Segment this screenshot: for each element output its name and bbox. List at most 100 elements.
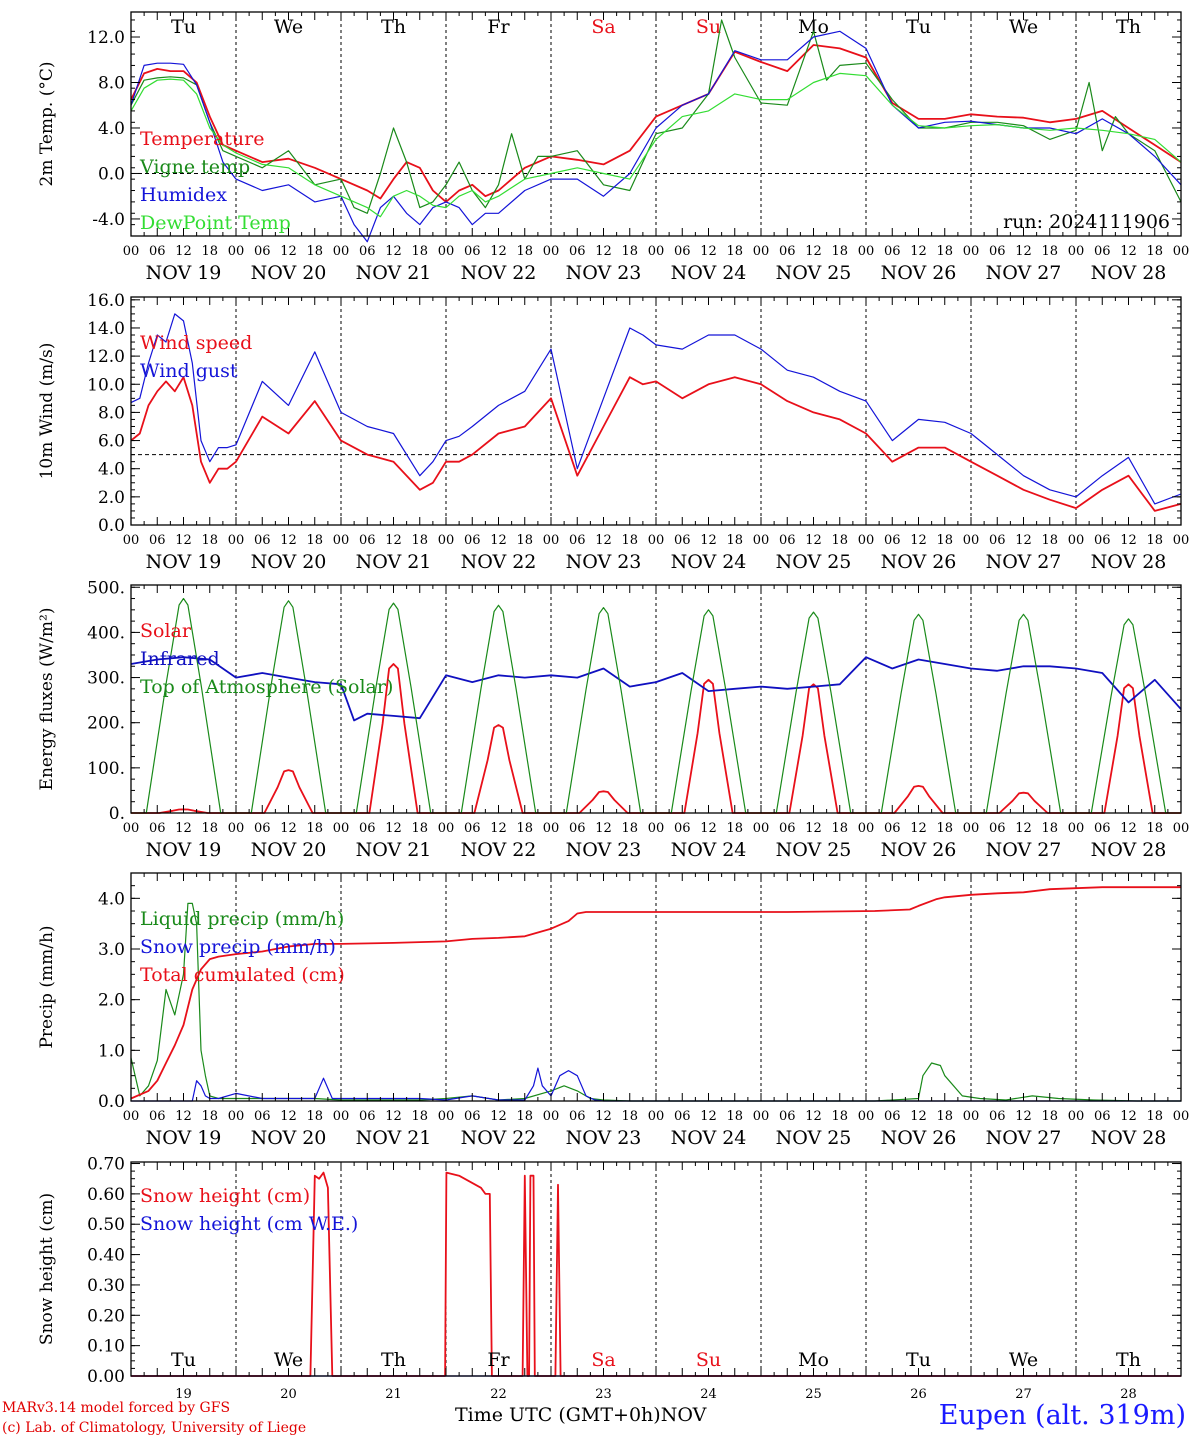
x-hour-label: 12 [1015, 533, 1032, 548]
x-hour-label: 06 [884, 244, 901, 259]
x-date-label: NOV 19 [146, 839, 222, 861]
x-hour-label: 06 [884, 533, 901, 548]
series-line-temp-2 [130, 30, 1182, 243]
y-tick-label: 0.70 [87, 1155, 125, 1175]
x-date-label: NOV 21 [356, 551, 432, 573]
x-date-label: NOV 25 [776, 839, 852, 861]
x-hour-label: 06 [779, 244, 796, 259]
x-hour-label: 06 [674, 533, 691, 548]
x-hour-label: 12 [700, 1109, 717, 1124]
x-hour-label: 12 [700, 821, 717, 836]
x-hour-label: 18 [516, 1109, 533, 1124]
day-number: 28 [1120, 1387, 1137, 1402]
x-hour-label: 00 [1068, 244, 1085, 259]
x-hour-label: 06 [254, 533, 271, 548]
x-hour-label: 18 [1146, 821, 1163, 836]
x-hour-label: 06 [779, 1109, 796, 1124]
x-hour-label: 18 [1041, 1109, 1058, 1124]
x-hour-label: 18 [831, 533, 848, 548]
series-line-precip-2 [130, 886, 1181, 1100]
x-hour-label: 12 [595, 821, 612, 836]
x-hour-label: 12 [1015, 1109, 1032, 1124]
x-hour-label: 12 [1120, 244, 1137, 259]
series-line-wind-1 [130, 313, 1182, 505]
x-hour-label: 18 [306, 1109, 323, 1124]
x-hour-label: 18 [1041, 244, 1058, 259]
x-date-label: NOV 27 [986, 839, 1062, 861]
x-hour-label: 12 [280, 533, 297, 548]
day-label: Su [696, 16, 721, 38]
y-axis-title: Energy fluxes (W/m²) [37, 608, 57, 791]
x-hour-label: 06 [149, 1109, 166, 1124]
x-hour-label: 06 [1094, 533, 1111, 548]
series-line-temp-3 [130, 72, 1182, 218]
x-hour-label: 00 [858, 821, 875, 836]
x-hour-label: 06 [254, 1109, 271, 1124]
x-date-label: NOV 20 [251, 839, 327, 861]
x-hour-label: 12 [595, 533, 612, 548]
x-hour-label: 18 [306, 533, 323, 548]
x-date-label: NOV 20 [251, 551, 327, 573]
x-hour-label: 00 [1068, 533, 1085, 548]
day-label: Tu [171, 16, 196, 38]
x-hour-label: 00 [963, 244, 980, 259]
legend-entry: Snow height (cm W.E.) [140, 1213, 358, 1235]
legend-entry: Top of Atmosphere (Solar) [140, 676, 393, 698]
snow-day-label: Th [381, 1349, 406, 1371]
x-hour-label: 06 [569, 244, 586, 259]
x-hour-label: 12 [700, 533, 717, 548]
day-number: 26 [910, 1387, 927, 1402]
x-hour-label: 18 [516, 244, 533, 259]
y-tick-label: 500. [87, 578, 125, 598]
x-hour-label: 06 [464, 244, 481, 259]
x-date-label: NOV 22 [461, 1127, 537, 1149]
x-hour-label: 18 [726, 821, 743, 836]
x-hour-label: 06 [989, 533, 1006, 548]
snow-day-label: Mo [798, 1349, 829, 1371]
y-tick-label: 0.10 [87, 1337, 125, 1357]
x-hour-label: 06 [1094, 1109, 1111, 1124]
x-date-label: NOV 21 [356, 839, 432, 861]
y-axis-title: 10m Wind (m/s) [37, 343, 57, 480]
panel-snow: 0.00 0.10 0.20 0.30 0.40 0.50 0.60 0.70 Snow hei… [37, 1155, 1182, 1387]
x-date-label: NOV 28 [1091, 839, 1167, 861]
x-hour-label: 18 [201, 821, 218, 836]
x-hour-label: 06 [359, 244, 376, 259]
y-tick-label: 10.0 [87, 375, 125, 395]
x-hour-label: 12 [910, 244, 927, 259]
x-hour-label: 06 [1094, 821, 1111, 836]
lab-credit: (c) Lab. of Climatology, University of L… [2, 1420, 307, 1436]
y-tick-label: -4.0 [92, 210, 125, 230]
y-tick-label: 0.0 [98, 164, 125, 184]
x-date-label: NOV 25 [776, 1127, 852, 1149]
day-number: 27 [1015, 1387, 1032, 1402]
x-hour-label: 00 [228, 821, 245, 836]
x-date-label: NOV 19 [146, 1127, 222, 1149]
y-tick-label: 12.0 [87, 28, 125, 48]
x-hour-label: 12 [175, 821, 192, 836]
x-hour-label: 00 [543, 533, 560, 548]
day-label: Mo [798, 16, 829, 38]
x-hour-label: 12 [490, 821, 507, 836]
x-date-label: NOV 21 [356, 262, 432, 284]
y-tick-label: 0.50 [87, 1215, 125, 1235]
x-date-label: NOV 22 [461, 551, 537, 573]
x-hour-label: 00 [123, 533, 140, 548]
x-hour-label: 00 [648, 533, 665, 548]
x-hour-label: 00 [858, 244, 875, 259]
x-hour-label: 06 [779, 533, 796, 548]
x-hour-label: 06 [359, 533, 376, 548]
x-hour-label: 06 [569, 821, 586, 836]
snow-day-label: Tu [171, 1349, 196, 1371]
x-hour-label: 06 [989, 1109, 1006, 1124]
x-axis-title: Time UTC (GMT+0h) [455, 1404, 661, 1426]
x-hour-label: 12 [805, 244, 822, 259]
panel-precip: 0.0 1.0 2.0 3.0 4.0 Precip (mm/h) 00 06 12 18 NOV … [37, 872, 1189, 1149]
x-hour-label: 00 [1173, 533, 1190, 548]
legend-entry: Liquid precip (mm/h) [140, 908, 344, 930]
series-line-energy-1 [130, 656, 1182, 722]
x-date-label: NOV 19 [146, 262, 222, 284]
x-hour-label: 18 [726, 244, 743, 259]
panel-energy: 0. 100. 200. 300. 400. 500. Energy fluxes (W/m… [37, 578, 1189, 861]
x-hour-label: 00 [1173, 244, 1190, 259]
